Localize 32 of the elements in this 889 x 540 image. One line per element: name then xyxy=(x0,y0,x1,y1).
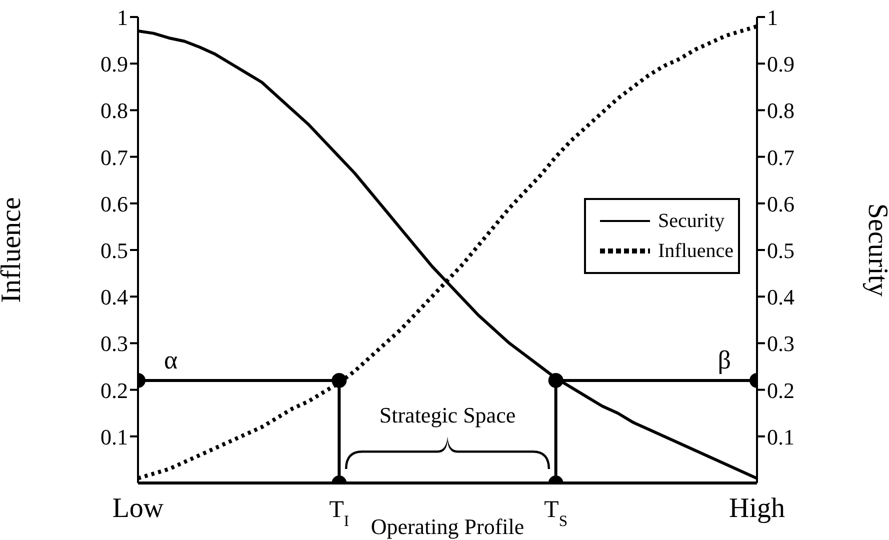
x-axis-title: Operating Profile xyxy=(370,514,524,539)
y-axis-title: Influence xyxy=(0,197,27,303)
series-label: β xyxy=(718,345,731,374)
y2-tick-label: 0.7 xyxy=(767,144,794,170)
y-tick-label: 0.8 xyxy=(100,98,128,124)
legend-label: Security xyxy=(658,210,725,232)
y2-tick-label: 0.5 xyxy=(767,238,794,263)
y-tick-label: 0.9 xyxy=(100,52,128,77)
y2-tick-label: 0.3 xyxy=(767,331,794,356)
annotation: Strategic Space xyxy=(379,402,516,428)
x-tick-label: T$_{S}$ xyxy=(544,497,568,530)
x-tick-label: High xyxy=(729,493,785,524)
y-tick-label: 0.7 xyxy=(100,144,128,170)
y-tick-label: 0.6 xyxy=(100,191,128,216)
y2-tick-label: 0.2 xyxy=(767,378,794,403)
y2-tick-label: 0.1 xyxy=(767,424,794,450)
y2-tick-label: 0.8 xyxy=(767,98,794,124)
x-tick-label: Low xyxy=(112,493,164,524)
y2-tick-label: 0.6 xyxy=(767,191,794,216)
y2-tick-label: 1 xyxy=(767,5,778,30)
y2-axis-title: Security xyxy=(862,203,889,297)
y-tick-label: 0.4 xyxy=(100,284,128,310)
x-tick-label: T$_{I}$ xyxy=(329,497,350,530)
y2-tick-label: 0.4 xyxy=(767,284,794,310)
y-tick-label: 0.5 xyxy=(100,238,128,263)
y-tick-label: 0.1 xyxy=(100,424,128,450)
y-tick-label: 1 xyxy=(117,5,128,30)
y-tick-label: 0.3 xyxy=(100,331,128,356)
legend-label: Influence xyxy=(658,240,734,262)
y-tick-label: 0.2 xyxy=(100,378,128,403)
y2-tick-label: 0.9 xyxy=(767,52,794,77)
series-label: α xyxy=(164,345,178,374)
